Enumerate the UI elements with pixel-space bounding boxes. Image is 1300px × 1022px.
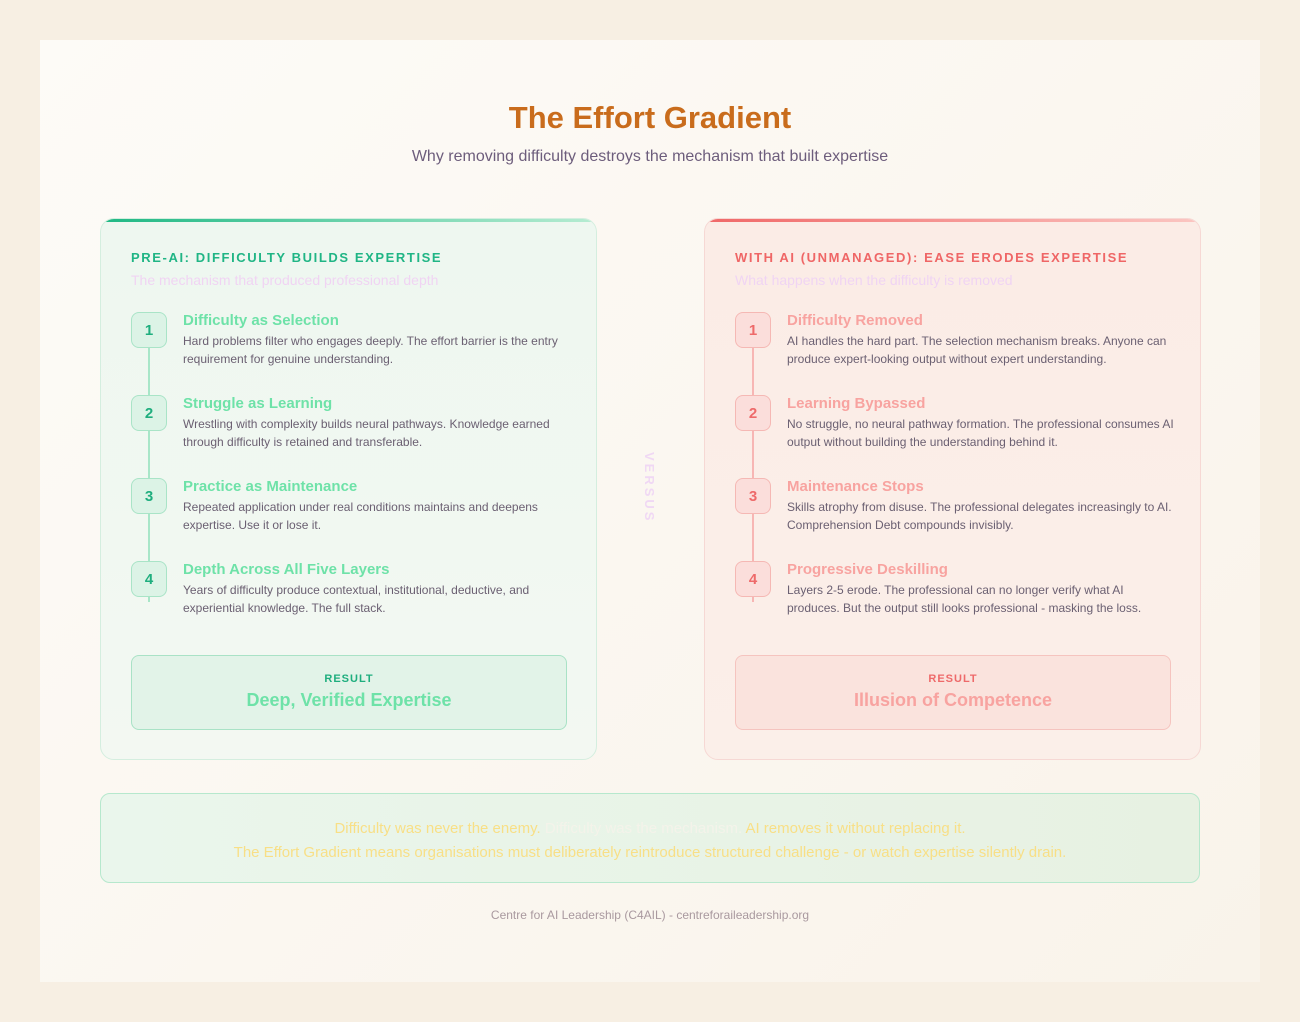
step-item: 1 Difficulty Removed AI handles the hard p…	[735, 312, 1175, 395]
step-title: Maintenance Stops	[787, 478, 924, 495]
timeline-line	[752, 332, 754, 602]
step-item: 4 Depth Across All Five Layers Years of di…	[131, 561, 571, 644]
result-label: RESULT	[928, 673, 978, 685]
step-item: 3 Practice as Maintenance Repeated applica…	[131, 478, 571, 561]
step-title: Difficulty Removed	[787, 312, 923, 329]
step-desc: Layers 2-5 erode. The professional can n…	[787, 583, 1142, 615]
page-title: The Effort Gradient	[508, 100, 792, 135]
step-number: 4	[735, 561, 771, 597]
result-value: Illusion of Competence	[853, 690, 1053, 710]
step-title: Depth Across All Five Layers	[183, 561, 390, 578]
step-number: 3	[735, 478, 771, 514]
panel-subheading: The mechanism that produced professional…	[131, 272, 439, 288]
banner-line-2: The Effort Gradient means organisations …	[233, 844, 1067, 861]
step-item: 1 Difficulty as Selection Hard problems fi…	[131, 312, 571, 395]
accent-bar	[705, 219, 1200, 222]
step-desc: Repeated application under real conditio…	[183, 500, 538, 532]
pre-ai-panel: PRE-AI: DIFFICULTY BUILDS EXPERTISE The …	[100, 218, 597, 760]
accent-bar	[101, 219, 596, 222]
step-title: Difficulty as Selection	[183, 312, 339, 329]
infographic-card: The Effort Gradient Why removing difficu…	[40, 40, 1260, 982]
step-desc: Years of difficulty produce contextual, …	[183, 583, 530, 615]
banner-text: AI removes it without replacing it.	[742, 820, 966, 837]
step-number: 1	[131, 312, 167, 348]
step-number: 1	[735, 312, 771, 348]
timeline-line	[148, 332, 150, 602]
step-desc: AI handles the hard part. The selection …	[787, 334, 1167, 366]
step-title: Struggle as Learning	[183, 395, 333, 412]
step-number: 3	[131, 478, 167, 514]
step-item: 2 Struggle as Learning Wrestling with comp…	[131, 395, 571, 478]
panel-subheading: What happens when the difficulty is remo…	[735, 272, 1013, 288]
conclusion-banner: Difficulty was never the enemy. Difficul…	[100, 793, 1200, 883]
step-number: 2	[131, 395, 167, 431]
panel-heading: PRE-AI: DIFFICULTY BUILDS EXPERTISE	[131, 250, 443, 265]
result-value: Deep, Verified Expertise	[246, 690, 452, 710]
step-desc: Hard problems filter who engages deeply.…	[183, 334, 558, 366]
step-desc: No struggle, no neural pathway formation…	[787, 417, 1174, 449]
page-subtitle: Why removing difficulty destroys the mec…	[411, 148, 889, 165]
panel-heading: WITH AI (UNMANAGED): EASE ERODES EXPERTI…	[735, 250, 1129, 265]
result-label: RESULT	[324, 673, 374, 685]
step-title: Learning Bypassed	[787, 395, 926, 412]
step-desc: Skills atrophy from disuse. The professi…	[787, 500, 1172, 532]
result-box: RESULT Illusion of Competence	[735, 655, 1171, 730]
banner-highlight: Difficulty was the mechanism.	[544, 820, 743, 837]
step-item: 4 Progressive Deskilling Layers 2-5 erode.…	[735, 561, 1175, 644]
footer-credit: Centre for AI Leadership (C4AIL) - centr…	[490, 908, 810, 922]
step-title: Progressive Deskilling	[787, 561, 948, 578]
versus-label: VERSUS	[642, 452, 657, 524]
step-desc: Wrestling with complexity builds neural …	[183, 417, 550, 449]
result-box: RESULT Deep, Verified Expertise	[131, 655, 567, 730]
with-ai-panel: WITH AI (UNMANAGED): EASE ERODES EXPERTI…	[704, 218, 1201, 760]
step-item: 3 Maintenance Stops Skills atrophy from di…	[735, 478, 1175, 561]
banner-text: Difficulty was never the enemy.	[334, 820, 545, 837]
step-item: 2 Learning Bypassed No struggle, no neural…	[735, 395, 1175, 478]
step-title: Practice as Maintenance	[183, 478, 358, 495]
step-number: 2	[735, 395, 771, 431]
step-number: 4	[131, 561, 167, 597]
